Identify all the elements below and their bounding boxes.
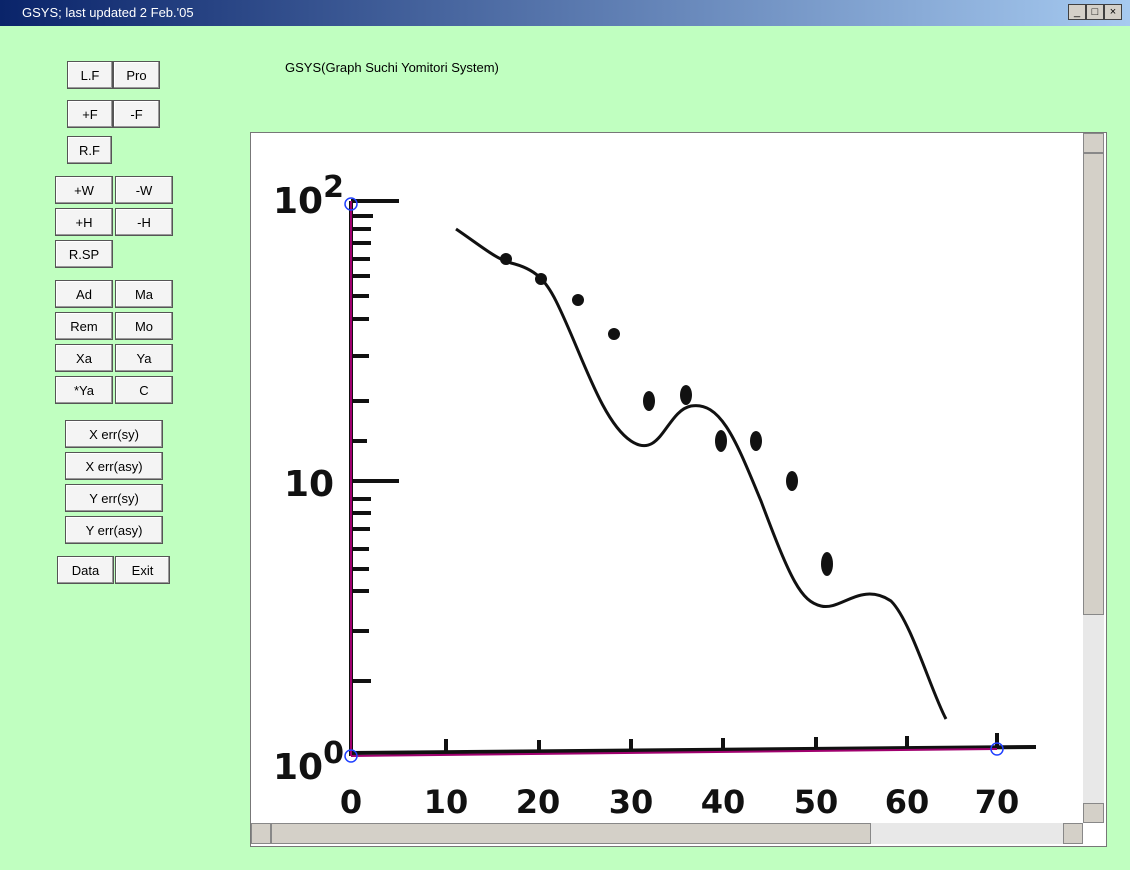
toolbar-button[interactable]: C bbox=[115, 376, 173, 404]
toolbar-button[interactable]: Mo bbox=[115, 312, 173, 340]
scroll-thumb[interactable] bbox=[1083, 153, 1104, 615]
horizontal-scrollbar[interactable] bbox=[251, 823, 1083, 844]
toolbar-button[interactable]: R.SP bbox=[55, 240, 113, 268]
toolbar-button[interactable]: X err(asy) bbox=[65, 452, 163, 480]
toolbar-button[interactable]: +W bbox=[55, 176, 113, 204]
x-axis-label: 20 bbox=[516, 783, 561, 821]
x-axis-label: 60 bbox=[885, 783, 930, 821]
vertical-scrollbar[interactable] bbox=[1083, 133, 1104, 823]
toolbar-button[interactable]: Ya bbox=[115, 344, 173, 372]
toolbar-button[interactable]: Ad bbox=[55, 280, 113, 308]
label-exponent: 2 bbox=[323, 170, 344, 205]
y-axis-label: 100 bbox=[273, 736, 344, 788]
x-axis-label: 10 bbox=[424, 783, 469, 821]
toolbar-button[interactable]: Xa bbox=[55, 344, 113, 372]
minimize[interactable]: _ bbox=[1068, 4, 1086, 20]
y-axis-label: 102 bbox=[273, 170, 344, 222]
toolbar-button[interactable]: -H bbox=[115, 208, 173, 236]
label-base: 10 bbox=[273, 747, 323, 788]
x-axis-label: 0 bbox=[340, 783, 362, 821]
scroll-down[interactable] bbox=[1083, 803, 1104, 823]
toolbar-button[interactable]: Y err(asy) bbox=[65, 516, 163, 544]
y-axis-label: 10 bbox=[284, 464, 334, 505]
scroll-right[interactable] bbox=[1063, 823, 1083, 844]
maximize[interactable]: □ bbox=[1086, 4, 1104, 20]
label-base: 10 bbox=[284, 464, 334, 505]
header-title: GSYS(Graph Suchi Yomitori System) bbox=[285, 60, 499, 75]
x-axis-label: 30 bbox=[609, 783, 654, 821]
label-exponent: 0 bbox=[323, 736, 344, 771]
toolbar-button[interactable]: L.F bbox=[67, 61, 113, 89]
scroll-thumb[interactable] bbox=[271, 823, 871, 844]
label-base: 10 bbox=[273, 181, 323, 222]
toolbar-button[interactable]: -W bbox=[115, 176, 173, 204]
toolbar-button[interactable]: Rem bbox=[55, 312, 113, 340]
scroll-left[interactable] bbox=[251, 823, 271, 844]
toolbar-button[interactable]: +H bbox=[55, 208, 113, 236]
toolbar-button[interactable]: Ma bbox=[115, 280, 173, 308]
toolbar-button[interactable]: -F bbox=[113, 100, 160, 128]
toolbar-button[interactable]: Data bbox=[57, 556, 114, 584]
window-title: GSYS; last updated 2 Feb.'05 bbox=[22, 5, 194, 20]
x-axis-label: 70 bbox=[975, 783, 1020, 821]
close[interactable]: × bbox=[1104, 4, 1122, 20]
toolbar-button[interactable]: +F bbox=[67, 100, 113, 128]
toolbar-button[interactable]: *Ya bbox=[55, 376, 113, 404]
toolbar-button[interactable]: R.F bbox=[67, 136, 112, 164]
toolbar-button[interactable]: Y err(sy) bbox=[65, 484, 163, 512]
toolbar-button[interactable]: X err(sy) bbox=[65, 420, 163, 448]
app-window: GSYS; last updated 2 Feb.'05 _ □ × GSYS(… bbox=[0, 0, 1130, 870]
x-axis-label: 50 bbox=[794, 783, 839, 821]
toolbar-button[interactable]: Exit bbox=[115, 556, 170, 584]
toolbar-button[interactable]: Pro bbox=[113, 61, 160, 89]
x-axis-label: 40 bbox=[701, 783, 746, 821]
title-bar: GSYS; last updated 2 Feb.'05 _ □ × bbox=[0, 0, 1130, 26]
scroll-up[interactable] bbox=[1083, 133, 1104, 153]
